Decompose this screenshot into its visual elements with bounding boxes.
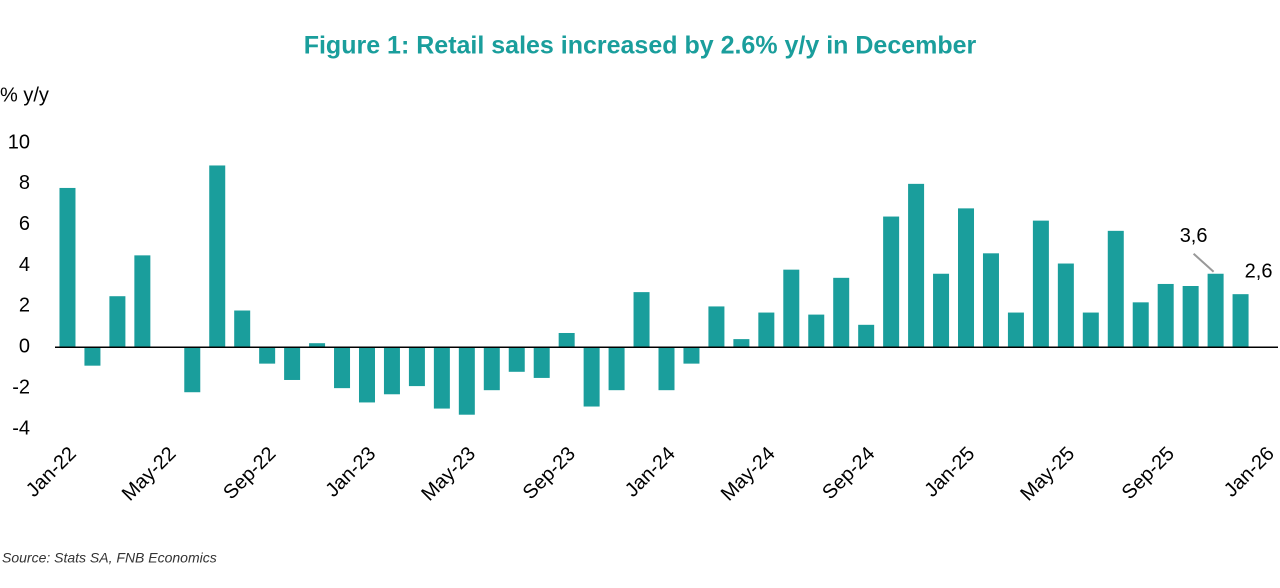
y-tick-label: 4 <box>19 254 30 276</box>
bar <box>1082 312 1099 348</box>
bar <box>1032 220 1049 348</box>
data-label: 2,6 <box>1245 260 1273 282</box>
bar <box>858 324 875 348</box>
x-tick-label: Jan-22 <box>22 443 81 502</box>
bar <box>1107 230 1124 348</box>
bar <box>1057 263 1074 348</box>
bar <box>209 165 226 348</box>
bar <box>334 347 351 389</box>
bar <box>683 347 700 364</box>
bar <box>533 347 550 378</box>
bar <box>458 347 475 415</box>
source: Source: Stats SA, FNB Economics <box>2 550 217 566</box>
bar <box>1232 294 1249 348</box>
x-tick-label: May-23 <box>417 443 480 506</box>
bar <box>358 347 375 403</box>
bar <box>1182 286 1199 348</box>
bar <box>883 216 900 348</box>
bar <box>558 332 575 348</box>
bar <box>433 347 450 409</box>
bar <box>833 277 850 348</box>
bar <box>59 187 76 348</box>
bar <box>583 347 600 407</box>
bar <box>1207 273 1224 348</box>
bar <box>783 269 800 348</box>
y-tick-label: 6 <box>19 213 30 235</box>
bar <box>84 347 101 366</box>
y-tick-label: 0 <box>19 336 30 358</box>
bar <box>633 292 650 348</box>
bar <box>508 347 525 372</box>
bar <box>284 347 301 380</box>
bar <box>808 314 825 348</box>
bar <box>383 347 400 395</box>
bar <box>658 347 675 391</box>
bar <box>1132 302 1149 348</box>
x-tick-label: Jan-25 <box>920 443 979 502</box>
y-axis-label: % y/y <box>0 84 49 106</box>
x-tick-label: May-24 <box>717 443 780 506</box>
y-tick-label: 2 <box>19 295 30 317</box>
bar <box>184 347 201 393</box>
bar <box>134 255 151 348</box>
data-label: 3,6 <box>1180 225 1208 247</box>
y-tick-label: -4 <box>12 417 30 439</box>
x-tick-label: Jan-24 <box>621 443 680 502</box>
y-tick-label: 8 <box>19 172 30 194</box>
bar <box>958 208 975 348</box>
bar <box>109 296 126 348</box>
bar <box>933 273 950 348</box>
bar <box>608 347 625 391</box>
x-tick-label: Sep-23 <box>519 443 580 504</box>
bar <box>1157 283 1174 348</box>
x-tick-label: Sep-22 <box>219 443 280 504</box>
x-tick-label: May-22 <box>118 443 181 506</box>
leader-line <box>1192 252 1215 273</box>
x-tick-label: Jan-23 <box>321 443 380 502</box>
bar <box>309 343 326 348</box>
y-tick-label: -2 <box>12 376 30 398</box>
bar <box>1007 312 1024 348</box>
bar <box>259 347 276 364</box>
bar <box>708 306 725 348</box>
bar <box>758 312 775 348</box>
x-tick-label: Sep-24 <box>818 443 879 504</box>
chart-title: Figure 1: Retail sales increased by 2.6%… <box>304 32 977 60</box>
bar <box>483 347 500 391</box>
bar <box>982 253 999 348</box>
bar <box>908 183 925 348</box>
y-tick-label: 10 <box>8 131 30 153</box>
x-tick-label: Jan-26 <box>1220 443 1279 502</box>
bar <box>733 339 750 348</box>
bar <box>408 347 425 387</box>
x-tick-label: Sep-25 <box>1118 443 1179 504</box>
bar <box>234 310 251 348</box>
x-tick-label: May-25 <box>1016 443 1079 506</box>
